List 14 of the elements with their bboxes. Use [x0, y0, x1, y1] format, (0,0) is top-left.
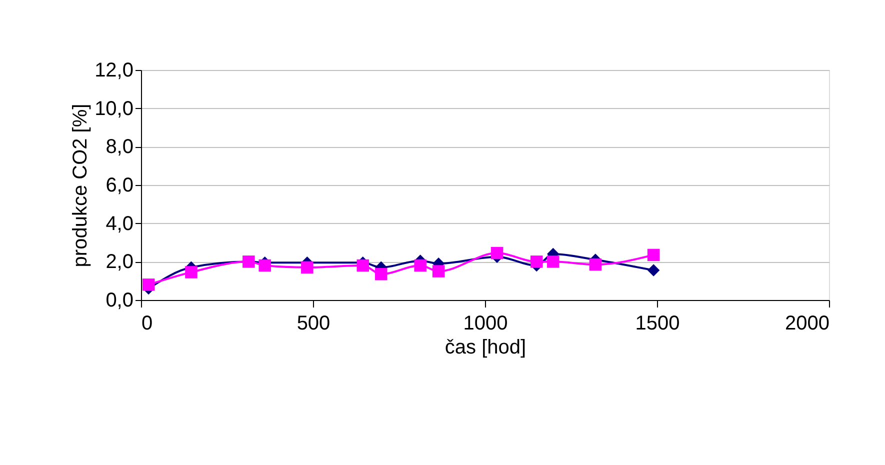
y-tick-label: 6,0: [106, 174, 134, 196]
x-tick-label: 500: [296, 312, 330, 334]
y-tick-label: 0,0: [106, 290, 134, 312]
x-tick-label: 1500: [635, 312, 680, 334]
x-tick-label: 2000: [785, 312, 830, 334]
x-axis-title: čas [hod]: [444, 336, 526, 358]
y-tick-label: 2,0: [106, 251, 134, 274]
y-tick-label: 12,0: [94, 60, 134, 82]
x-tick-label: 0: [142, 312, 153, 334]
y-tick-label: 8,0: [106, 136, 134, 158]
y-tick-label: 4,0: [106, 212, 134, 235]
y-tick-label: 10,0: [94, 98, 134, 120]
x-tick-label: 1000: [463, 312, 508, 334]
y-axis-title: produkce CO2 [%]: [70, 104, 92, 268]
